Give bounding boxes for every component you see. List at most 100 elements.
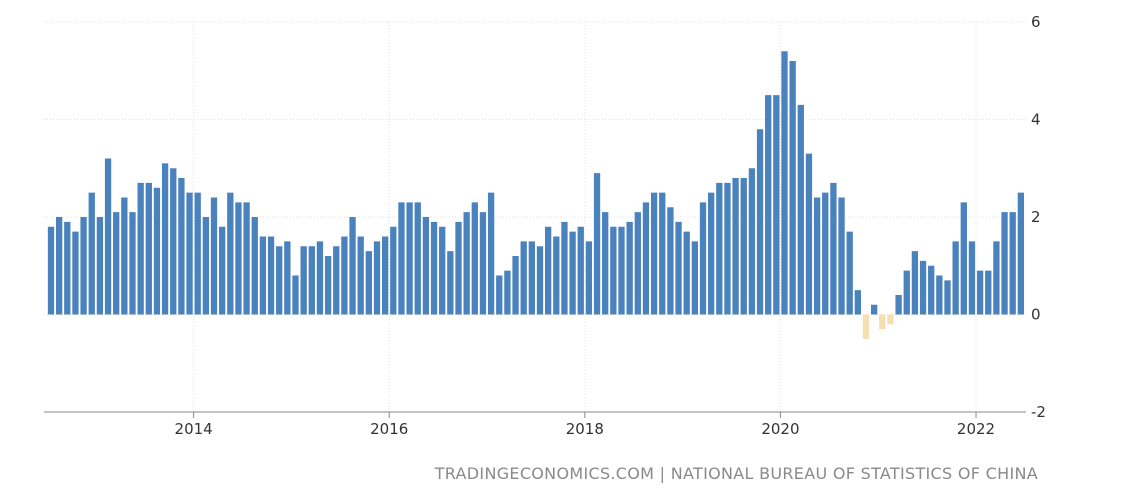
x-tick-label: 2018 <box>566 420 604 438</box>
bar <box>479 212 487 315</box>
bar <box>577 226 584 315</box>
bar <box>512 256 519 315</box>
bar <box>569 231 576 315</box>
bar <box>724 182 731 315</box>
bar <box>748 168 756 315</box>
bar <box>797 104 804 315</box>
bar <box>830 182 837 315</box>
bar <box>740 178 747 315</box>
bar <box>610 226 617 315</box>
bar <box>178 178 185 315</box>
bar <box>822 192 829 315</box>
bar <box>267 236 275 315</box>
bar <box>406 202 413 315</box>
bar <box>520 241 527 315</box>
x-tick-label: 2016 <box>370 420 408 438</box>
bar <box>365 251 372 315</box>
bar <box>919 260 927 315</box>
bar <box>732 178 739 315</box>
bar <box>72 231 79 315</box>
bar <box>324 256 332 315</box>
bar <box>463 212 470 315</box>
bar <box>300 246 307 315</box>
bar <box>928 265 935 315</box>
bar <box>194 192 201 315</box>
bar <box>186 192 193 315</box>
bar <box>80 217 87 315</box>
bar <box>357 236 364 315</box>
y-tick-label: 4 <box>1031 111 1041 129</box>
bar <box>903 270 910 315</box>
bar <box>708 192 715 315</box>
bar <box>993 241 1000 315</box>
bar <box>650 192 658 315</box>
bar <box>936 275 943 315</box>
bar <box>1001 212 1008 315</box>
bar <box>487 192 495 315</box>
bar <box>504 270 511 315</box>
bar <box>756 129 764 315</box>
bar <box>871 304 878 315</box>
bar <box>390 226 397 315</box>
bar <box>846 231 853 315</box>
bar <box>341 236 348 315</box>
bar <box>602 212 609 315</box>
y-tick-label: -2 <box>1031 403 1046 421</box>
bar <box>854 290 861 315</box>
bar <box>561 221 568 315</box>
bar <box>292 275 299 315</box>
bar <box>642 202 650 315</box>
bar <box>944 280 951 315</box>
bar <box>879 314 886 330</box>
bar <box>137 182 144 315</box>
bar <box>121 197 128 315</box>
bar <box>887 314 894 325</box>
bar <box>333 246 340 315</box>
bars <box>47 51 1024 339</box>
bar <box>528 241 535 315</box>
gridlines <box>44 21 1026 413</box>
x-tick-label: 2020 <box>761 420 799 438</box>
bar <box>789 61 796 315</box>
bar <box>430 221 438 315</box>
bar <box>284 241 291 315</box>
bar <box>373 241 381 315</box>
bar <box>773 95 780 315</box>
bar <box>202 217 209 315</box>
bar <box>813 197 821 315</box>
bar <box>113 212 120 315</box>
bar <box>349 217 356 315</box>
bar <box>675 221 682 315</box>
bar <box>455 221 462 315</box>
bar <box>536 246 544 315</box>
bar <box>56 217 63 315</box>
bar <box>699 202 707 315</box>
bar <box>422 217 430 315</box>
bar <box>382 236 389 315</box>
bar <box>439 226 446 315</box>
bar <box>659 192 666 315</box>
bar <box>161 163 169 315</box>
source-credit: TRADINGECONOMICS.COM | NATIONAL BUREAU O… <box>434 464 1038 483</box>
bar <box>219 226 226 315</box>
bar <box>259 236 267 315</box>
bar <box>88 192 95 315</box>
y-tick-label: 6 <box>1031 13 1041 31</box>
bar <box>716 182 723 315</box>
bar <box>895 295 902 315</box>
y-tick-label: 0 <box>1031 306 1041 324</box>
bar <box>251 217 258 315</box>
bar <box>496 275 503 315</box>
x-tick-label: 2014 <box>175 420 213 438</box>
bar <box>618 226 625 315</box>
bar <box>952 241 959 315</box>
axes <box>44 411 1026 418</box>
bar <box>781 51 788 315</box>
bar <box>626 221 633 315</box>
bar <box>838 197 845 315</box>
bar <box>64 221 71 315</box>
bar <box>398 202 405 315</box>
bar <box>667 207 674 315</box>
bar <box>545 226 552 315</box>
y-tick-label: 2 <box>1031 208 1041 226</box>
